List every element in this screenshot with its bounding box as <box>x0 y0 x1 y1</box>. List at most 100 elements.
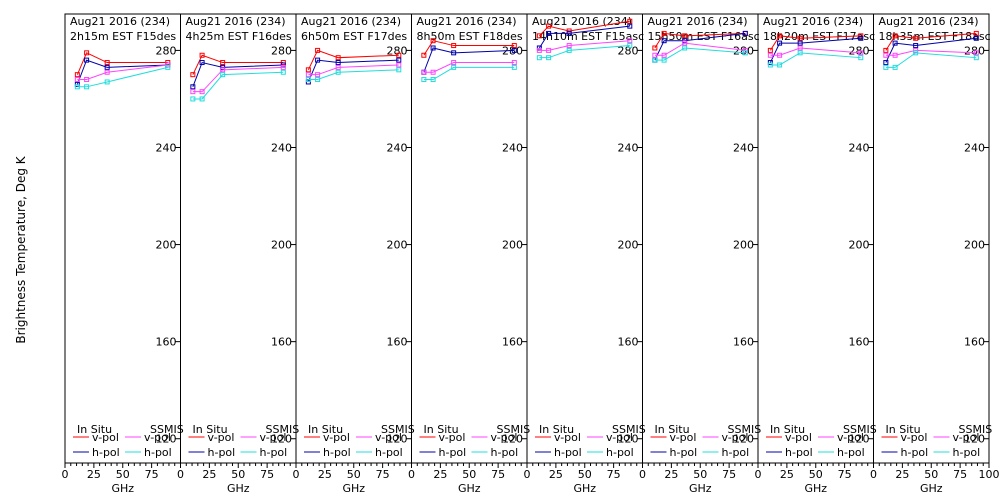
data-point-insitu-v <box>430 38 436 44</box>
data-point-insitu-h <box>661 38 667 44</box>
series-line-insitu-v <box>654 32 746 49</box>
y-tick-label: 240 <box>156 141 177 154</box>
data-point-insitu-h <box>892 40 898 46</box>
x-tick-label: 75 <box>953 468 967 481</box>
series-line-ssmis-h <box>77 66 168 88</box>
data-point-insitu-v <box>104 60 110 66</box>
panel-3: 120 160 200 240 280 0 25 50 75 GHz Aug21 2016 (234… <box>293 13 415 495</box>
y-tick-label: 160 <box>502 336 523 349</box>
x-axis-label: GHz <box>573 482 596 495</box>
data-point-ssmis-v <box>511 60 517 66</box>
series-line-insitu-v <box>769 35 861 51</box>
x-tick-label: 50 <box>231 468 245 481</box>
data-point-ssmis-h <box>74 84 80 90</box>
legend-title-insitu: In Situ <box>193 423 228 436</box>
data-point-ssmis-h <box>777 62 783 68</box>
data-point-ssmis-h <box>767 62 773 68</box>
data-point-ssmis-h <box>913 50 919 56</box>
legend-label: h-pol <box>722 446 750 459</box>
x-tick-label: 100 <box>979 468 1000 481</box>
data-point-insitu-v <box>973 30 979 36</box>
legend-label: h-pol <box>670 446 698 459</box>
legend-label: v-pol <box>837 431 864 444</box>
data-point-insitu-v <box>777 33 783 39</box>
data-point-ssmis-h <box>892 64 898 70</box>
data-point-ssmis-v <box>421 69 427 75</box>
data-point-ssmis-v <box>199 89 205 95</box>
data-point-insitu-v <box>652 45 658 51</box>
panel-title-line2: 4h25m EST F16des <box>186 30 292 43</box>
y-tick-label: 160 <box>733 336 754 349</box>
series-line-ssmis-v <box>77 64 168 81</box>
legend-label: h-pol <box>953 446 981 459</box>
data-point-ssmis-v <box>190 89 196 95</box>
data-point-ssmis-h <box>536 55 542 61</box>
data-point-insitu-h <box>858 35 864 41</box>
legend-label: v-pol <box>439 431 466 444</box>
series-line-ssmis-h <box>423 66 515 81</box>
x-axis-label: GHz <box>804 482 827 495</box>
legend-title-insitu: In Situ <box>539 423 574 436</box>
data-point-insitu-h <box>913 43 919 49</box>
y-tick-label: 240 <box>733 141 754 154</box>
series-line-insitu-v <box>423 40 515 56</box>
data-point-insitu-v <box>335 55 341 61</box>
y-tick-label: 240 <box>618 141 639 154</box>
y-tick-label: 120 <box>733 433 754 446</box>
legend-title-insitu: In Situ <box>77 423 112 436</box>
series-line-insitu-h <box>192 61 284 87</box>
legend-label: v-pol <box>323 431 350 444</box>
data-point-ssmis-v <box>767 52 773 58</box>
x-tick-label: 0 <box>755 468 762 481</box>
data-point-insitu-h <box>566 30 572 36</box>
data-point-insitu-v <box>913 35 919 41</box>
series-line-ssmis-h <box>192 71 284 100</box>
y-tick-label: 120 <box>502 433 523 446</box>
data-point-insitu-h <box>797 40 803 46</box>
panel-title-line1: Aug21 2016 (234) <box>763 15 863 28</box>
y-tick-label: 120 <box>387 433 408 446</box>
data-point-ssmis-h <box>566 47 572 53</box>
y-tick-label: 200 <box>849 239 870 252</box>
data-point-ssmis-h <box>883 64 889 70</box>
data-point-insitu-h <box>430 45 436 51</box>
panel-title-line2: 6h50m EST F17des <box>301 30 407 43</box>
x-tick-label: 0 <box>62 468 69 481</box>
x-tick-label: 25 <box>895 468 909 481</box>
data-point-ssmis-v <box>104 69 110 75</box>
panel-title-line2: 2h15m EST F15des <box>70 30 176 43</box>
data-point-ssmis-h <box>652 57 658 63</box>
legend-title-ssmis: SSMIS <box>612 423 646 436</box>
series-line-insitu-v <box>885 32 977 51</box>
legend-label: h-pol <box>323 446 351 459</box>
legend-label: v-pol <box>722 431 749 444</box>
series-line-insitu-h <box>307 59 399 83</box>
series-line-ssmis-v <box>539 40 630 51</box>
series-line-ssmis-v <box>192 66 284 93</box>
data-point-insitu-h <box>190 84 196 90</box>
panel-title-line1: Aug21 2016 (234) <box>301 15 401 28</box>
data-point-insitu-v <box>74 72 80 78</box>
series-line-ssmis-h <box>654 47 746 61</box>
data-point-insitu-v <box>892 33 898 39</box>
data-point-ssmis-h <box>165 64 171 70</box>
legend-label: h-pol <box>491 446 519 459</box>
data-point-ssmis-v <box>973 50 979 56</box>
legend-title-insitu: In Situ <box>424 423 459 436</box>
data-point-ssmis-h <box>335 69 341 75</box>
x-tick-label: 25 <box>433 468 447 481</box>
x-tick-label: 75 <box>260 468 274 481</box>
series-line-ssmis-h <box>308 69 399 81</box>
data-point-ssmis-v <box>883 52 889 58</box>
data-point-ssmis-v <box>451 60 457 66</box>
data-point-ssmis-v <box>220 67 226 73</box>
x-tick-label: 75 <box>376 468 390 481</box>
legend-title-ssmis: SSMIS <box>728 423 762 436</box>
data-point-ssmis-h <box>546 55 552 61</box>
data-point-ssmis-v <box>74 77 80 83</box>
data-point-insitu-v <box>767 47 773 53</box>
y-tick-label: 120 <box>156 433 177 446</box>
x-tick-label: 0 <box>524 468 531 481</box>
legend-label: h-pol <box>554 446 582 459</box>
data-point-insitu-v <box>421 52 427 58</box>
